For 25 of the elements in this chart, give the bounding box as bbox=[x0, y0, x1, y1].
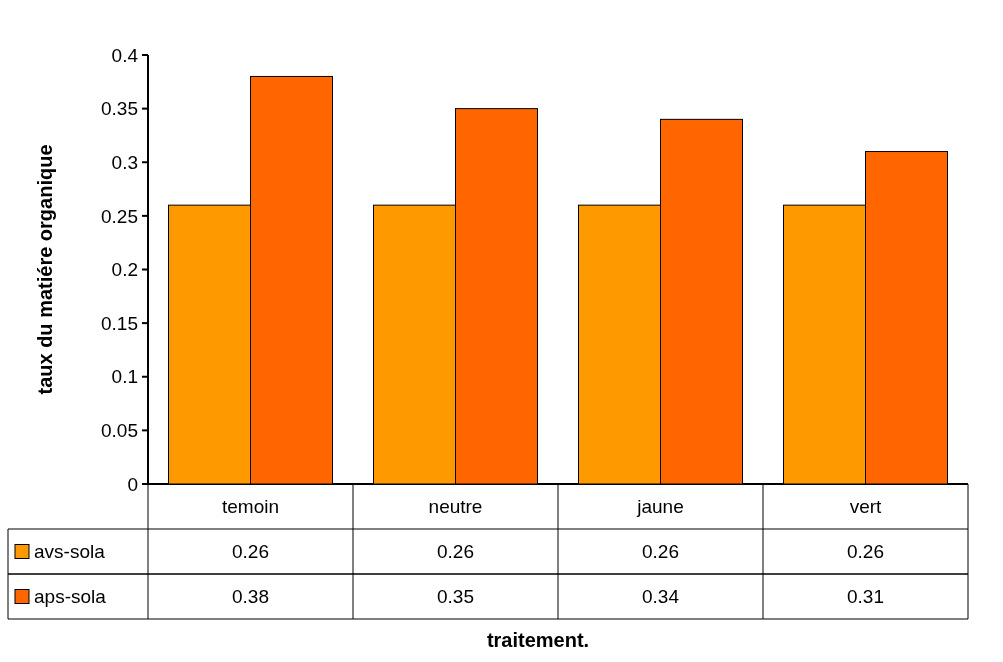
data-label: 0.26 bbox=[642, 541, 679, 563]
data-label: 0.38 bbox=[232, 586, 269, 608]
y-tick-label: 0 bbox=[127, 473, 138, 495]
data-label: 0.26 bbox=[232, 541, 269, 563]
x-tick-label: jaune bbox=[636, 496, 684, 518]
legend-label: aps-sola bbox=[34, 586, 107, 608]
legend-label: avs-sola bbox=[34, 541, 106, 563]
y-tick-label: 0.4 bbox=[111, 44, 139, 66]
y-tick-label: 0.1 bbox=[111, 366, 138, 388]
data-label: 0.35 bbox=[437, 586, 474, 608]
y-tick-label: 0.05 bbox=[101, 420, 138, 442]
data-label: 0.31 bbox=[847, 586, 884, 608]
x-tick-label: temoin bbox=[221, 496, 280, 518]
x-tick-label: vert bbox=[849, 496, 883, 518]
data-label: 0.34 bbox=[642, 586, 680, 608]
y-tick-label: 0.3 bbox=[111, 151, 138, 173]
data-label: 0.26 bbox=[437, 541, 474, 563]
data-label: 0.26 bbox=[847, 541, 884, 563]
y-tick-label: 0.35 bbox=[101, 98, 138, 120]
y-axis-title: taux du matiére organique bbox=[34, 144, 56, 395]
text: traitement. bbox=[486, 629, 590, 651]
y-tick-label: 0.2 bbox=[111, 259, 138, 281]
y-tick-label: 0.25 bbox=[101, 205, 138, 227]
y-tick-label: 0.15 bbox=[101, 312, 138, 334]
x-tick-label: neutre bbox=[428, 496, 483, 518]
